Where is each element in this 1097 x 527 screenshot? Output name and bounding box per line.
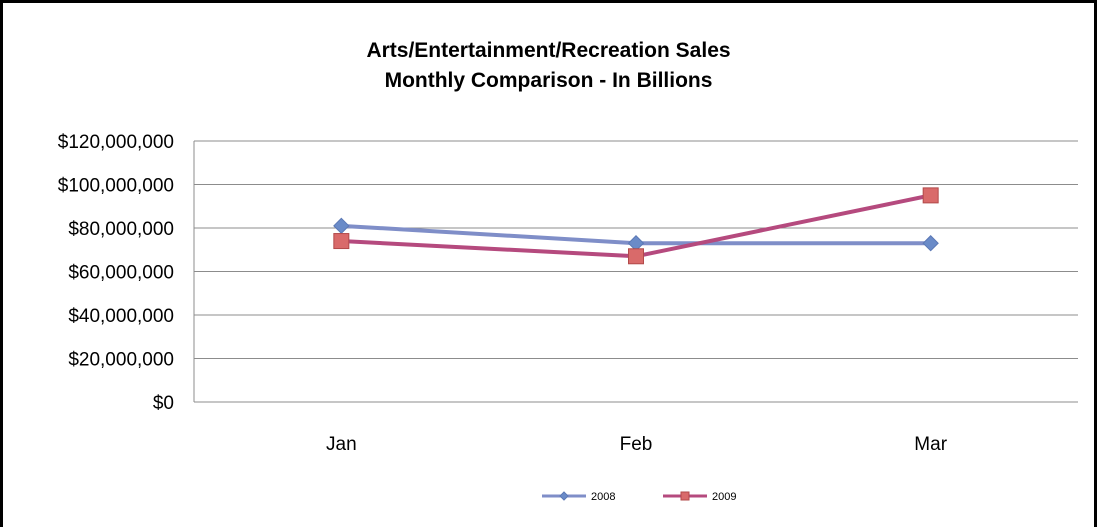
legend-label: 2008	[591, 491, 615, 503]
gridlines	[194, 140, 1078, 359]
axes	[193, 141, 1078, 403]
x-tick-label: Feb	[620, 434, 653, 455]
series-2008	[333, 217, 939, 252]
data-point-2009	[628, 248, 644, 265]
legend-marker	[559, 491, 569, 501]
y-tick-label: $0	[153, 393, 174, 414]
data-point-2008	[333, 217, 350, 235]
y-axis-tick-labels: $0 $20,000,000 $40,000,000 $60,000,000 $80,0…	[58, 132, 174, 414]
y-tick-label: $40,000,000	[68, 306, 174, 327]
legend: 2008 2009	[542, 491, 736, 503]
data-point-2009	[333, 233, 350, 250]
series-2009	[333, 187, 939, 265]
data-point-2009	[922, 187, 939, 204]
y-tick-label: $120,000,000	[58, 132, 174, 153]
chart-title: Arts/Entertainment/Recreation Sales	[366, 39, 731, 62]
x-tick-label: Mar	[914, 434, 947, 455]
x-tick-label: Jan	[326, 434, 357, 455]
data-point-2008	[922, 235, 939, 252]
legend-item-2009: 2009	[663, 491, 736, 503]
y-tick-label: $60,000,000	[68, 263, 174, 284]
y-tick-label: $100,000,000	[58, 176, 174, 197]
y-tick-label: $80,000,000	[68, 219, 174, 240]
legend-item-2008: 2008	[542, 491, 615, 503]
x-axis-tick-labels: Jan Feb Mar	[326, 434, 948, 455]
y-tick-label: $20,000,000	[68, 350, 174, 371]
series	[333, 187, 939, 265]
legend-label: 2009	[712, 491, 736, 503]
chart-subtitle: Monthly Comparison - In Billions	[384, 69, 713, 92]
legend-marker	[680, 491, 690, 501]
